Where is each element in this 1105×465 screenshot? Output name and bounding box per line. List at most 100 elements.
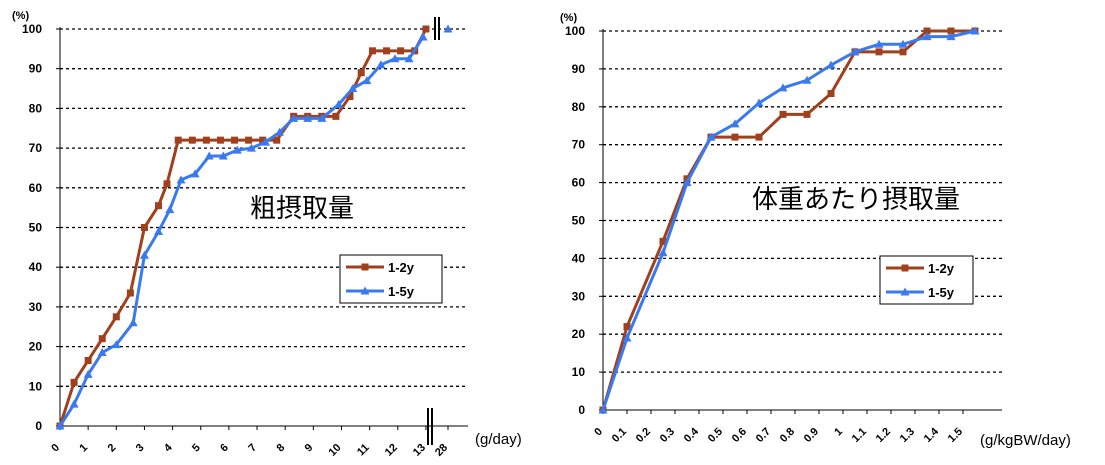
y-tick-label: 10 [572, 365, 586, 379]
data-point [826, 60, 836, 69]
data-point [778, 83, 788, 92]
data-point [84, 356, 92, 364]
x-tick-label: 1 [832, 426, 845, 439]
data-point [922, 32, 932, 41]
data-point [111, 340, 121, 349]
data-point [275, 127, 285, 136]
data-point [163, 180, 171, 188]
data-point [317, 113, 327, 122]
data-point [443, 24, 453, 33]
x-tick-label: 13 [411, 442, 428, 459]
x-tick-label: 0 [592, 426, 605, 439]
data-point [622, 333, 632, 342]
data-point [658, 248, 668, 257]
legend-label: 1-5y [928, 285, 955, 300]
data-point [899, 48, 907, 56]
y-tick-label: 40 [29, 260, 43, 274]
data-point [397, 47, 405, 55]
y-unit-label: (%) [560, 12, 577, 24]
y-tick-label: 40 [572, 251, 586, 265]
x-tick-label: 1 [77, 442, 90, 455]
data-point [55, 421, 65, 430]
data-point [874, 39, 884, 48]
x-tick-label: 0.7 [754, 426, 773, 445]
data-point [155, 202, 163, 210]
chart-annotation: 体重あたり摂取量 [752, 184, 960, 214]
y-tick-label: 0 [35, 419, 42, 433]
y-tick-label: 100 [22, 22, 42, 36]
legend: 1-2y 1-5y [879, 255, 974, 305]
data-point [98, 335, 106, 343]
data-point [368, 47, 376, 55]
x-tick-label: 3 [134, 442, 147, 455]
data-point [246, 143, 256, 152]
data-point [682, 178, 692, 187]
data-point [97, 348, 107, 357]
data-point [706, 132, 716, 141]
y-tick-label: 50 [29, 221, 43, 235]
x-tick-label: 1.4 [922, 425, 942, 445]
legend-box [339, 254, 443, 304]
x-tick-label: 1.3 [898, 426, 917, 445]
y-tick-label: 100 [565, 24, 585, 38]
y-tick-label: 60 [572, 176, 586, 190]
series-1-5y [598, 26, 980, 414]
chart-annotation: 粗摂取量 [250, 193, 354, 223]
data-point [273, 136, 281, 144]
data-point [348, 84, 358, 93]
data-point [383, 47, 391, 55]
data-point [946, 32, 956, 41]
legend-box [879, 255, 974, 305]
data-point [362, 76, 372, 85]
legend-label: 1-2y [928, 261, 955, 276]
data-point [947, 27, 955, 35]
data-point [204, 151, 214, 160]
data-point [303, 113, 313, 122]
data-point [418, 32, 428, 41]
data-point [390, 54, 400, 63]
y-tick-label: 20 [572, 327, 586, 341]
data-point [346, 92, 354, 100]
y-tick-label: 90 [572, 62, 586, 76]
y-tick-label: 70 [29, 141, 43, 155]
x-tick-label: 0.4 [682, 425, 702, 445]
data-point [218, 151, 228, 160]
x-tick-label: 0.2 [634, 426, 653, 445]
x-tick-label: 0.8 [778, 426, 797, 445]
series-line [58, 36, 425, 427]
legend-swatch-marker [361, 263, 369, 271]
x-tick-label: 0.1 [610, 426, 629, 445]
x-tick-label: 6 [218, 442, 231, 455]
x-tick-label: 1.2 [874, 426, 893, 445]
legend-label: 1-2y [388, 260, 415, 275]
legend-swatch-marker [901, 264, 909, 272]
x-tick-label: 0 [49, 442, 62, 455]
data-point [875, 48, 883, 56]
x-unit-label: (g/kgBW/day) [980, 432, 1071, 449]
data-point [154, 226, 164, 235]
x-tick-label: 9 [303, 442, 316, 455]
y-tick-label: 90 [29, 62, 43, 76]
x-tick-label: 0.6 [730, 426, 749, 445]
data-point [623, 323, 631, 331]
x-unit-label: (g/day) [475, 431, 522, 448]
series-line [601, 29, 976, 411]
x-tick-label: 2 [106, 442, 119, 455]
data-point [334, 99, 344, 108]
x-tick-label: 7 [246, 442, 259, 455]
x-tick-label: 12 [383, 442, 400, 459]
data-point [779, 110, 787, 118]
legend-swatch-marker [360, 286, 370, 295]
y-unit-label: (%) [12, 10, 29, 22]
data-point [174, 136, 182, 144]
data-point [755, 133, 763, 141]
data-point [69, 399, 79, 408]
data-point [376, 60, 386, 69]
data-point [260, 137, 270, 146]
data-point [898, 39, 908, 48]
data-point [128, 318, 138, 327]
data-point [140, 224, 148, 231]
data-point [332, 112, 340, 120]
